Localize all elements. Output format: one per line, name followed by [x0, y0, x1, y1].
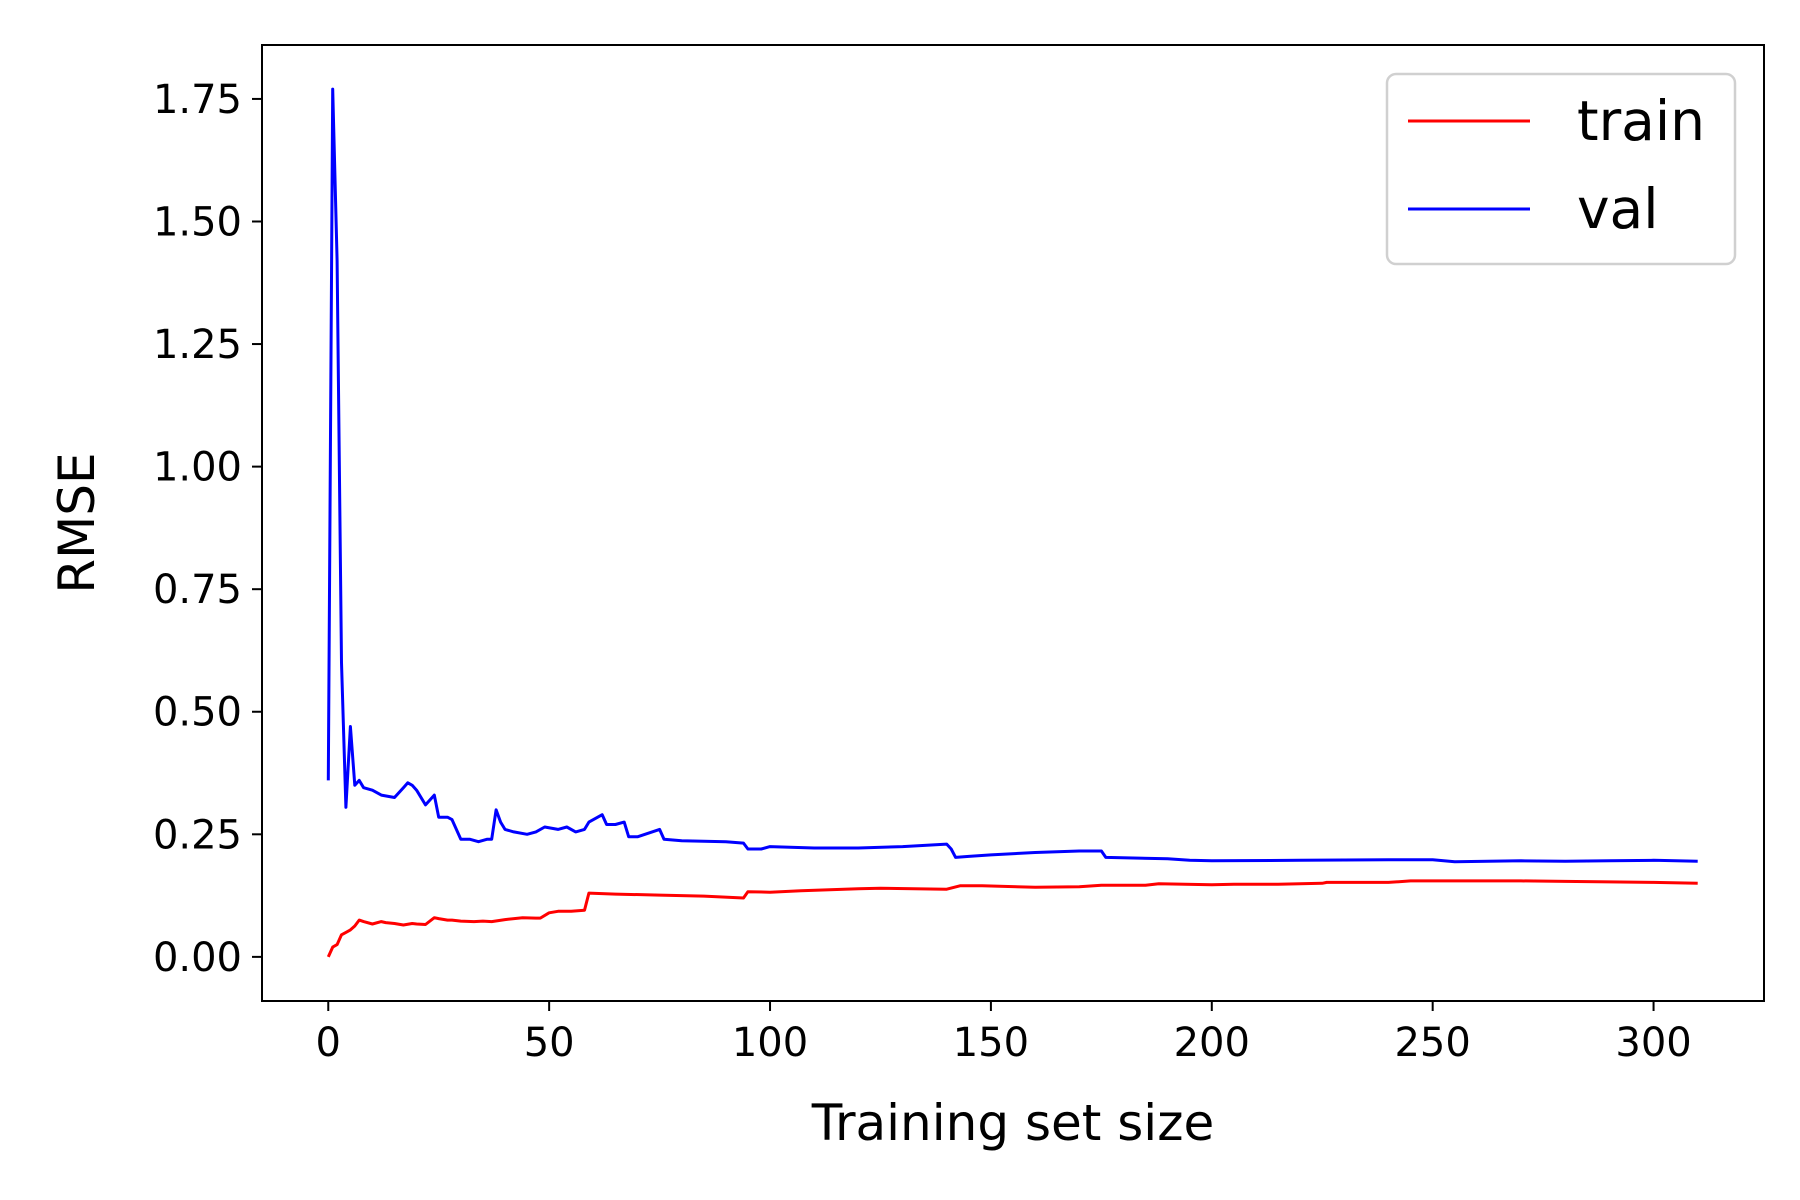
x-axis-label: Training set size	[811, 1094, 1214, 1152]
y-tick-label: 0.75	[153, 567, 242, 613]
y-tick-label: 0.00	[153, 935, 242, 981]
x-tick-label: 100	[732, 1020, 808, 1066]
x-tick-label: 150	[953, 1020, 1029, 1066]
x-tick-label: 200	[1174, 1020, 1250, 1066]
y-axis-label: RMSE	[48, 452, 106, 593]
y-tick-label: 1.75	[153, 77, 242, 123]
y-tick-label: 1.25	[153, 322, 242, 368]
x-tick-label: 50	[524, 1020, 575, 1066]
x-tick-label: 300	[1615, 1020, 1691, 1066]
series-line-train	[326, 879, 1698, 958]
x-axis-ticks: 0 50 100 150 200 250 300	[316, 1001, 1692, 1066]
y-tick-label: 1.50	[153, 199, 242, 245]
x-tick-label: 0	[316, 1020, 341, 1066]
x-tick-label: 250	[1394, 1020, 1470, 1066]
y-tick-label: 1.00	[153, 445, 242, 491]
y-tick-label: 0.25	[153, 812, 242, 858]
legend-label-val: val	[1577, 177, 1659, 241]
legend-label-train: train	[1577, 89, 1705, 153]
y-axis-ticks: 0.00 0.25 0.50 0.75 1.00 1.25 1.50 1.75	[153, 77, 262, 981]
y-tick-label: 0.50	[153, 690, 242, 736]
series-line-val	[326, 87, 1698, 864]
legend: train val	[1385, 72, 1737, 266]
series-lines	[326, 87, 1698, 958]
